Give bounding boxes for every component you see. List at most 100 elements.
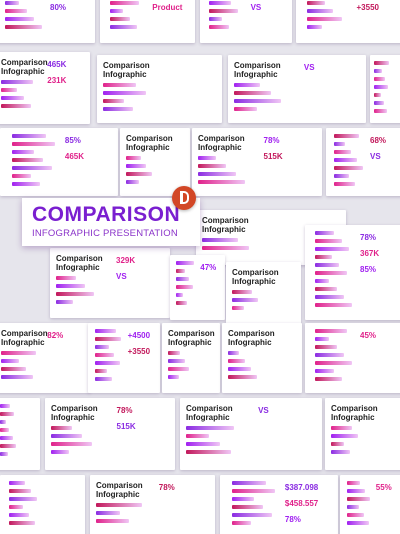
decor-bar — [95, 337, 122, 341]
decor-bar — [198, 172, 236, 176]
decor-bar — [168, 351, 181, 355]
decor-bar — [315, 271, 347, 275]
decor-bar — [0, 452, 9, 456]
slide-card: VS — [200, 0, 292, 43]
decor-bar — [334, 158, 358, 162]
decor-bar — [96, 511, 120, 515]
slide-stat: 85% — [360, 265, 377, 274]
decor-bar — [231, 513, 272, 517]
decor-bar — [95, 377, 113, 381]
decor-bar — [168, 375, 180, 379]
slide-stat: 55% — [375, 483, 392, 492]
slide-card: Comparison Infographic 78% 515K — [45, 398, 175, 470]
slide-stat: VS — [258, 406, 269, 415]
slide-card: Comparison Infographic — [325, 398, 400, 470]
slide-stat: VS — [250, 3, 262, 12]
decor-bar — [0, 428, 10, 432]
decor-bar — [11, 150, 35, 154]
decor-bar — [95, 369, 108, 373]
slide-card: 47% — [170, 255, 225, 320]
decor-bar — [126, 172, 152, 176]
decor-bar — [315, 361, 352, 365]
slide-stat: 231K — [47, 76, 67, 85]
decor-bar — [175, 269, 185, 273]
decor-bar — [232, 306, 245, 310]
slide-stat: 47% — [200, 263, 217, 272]
decor-bar — [56, 284, 85, 288]
decor-bar — [232, 290, 252, 294]
decor-bar — [1, 104, 31, 108]
banner-title: COMPARISON — [32, 203, 181, 226]
decor-bar — [315, 329, 347, 333]
decor-bar — [8, 489, 32, 493]
banner-subtitle: INFOGRAPHIC PRESENTATION — [32, 228, 178, 239]
slide-stat: +3550 — [127, 347, 151, 356]
decor-bar — [374, 85, 388, 89]
decor-bar — [109, 9, 123, 13]
decor-bar — [374, 93, 381, 97]
decor-bar — [198, 164, 226, 168]
decor-bar — [315, 279, 329, 283]
decor-bar — [126, 180, 140, 184]
slide-stat: VS — [116, 272, 127, 281]
slide-card: Comparison Infographic — [222, 323, 302, 393]
slide-stat: 82% — [47, 331, 64, 340]
decor-bar — [95, 361, 120, 365]
slide-title: Comparison Infographic — [96, 481, 143, 499]
decor-bar — [315, 345, 337, 349]
decor-bar — [175, 277, 189, 281]
slide-stat: 465K — [47, 60, 67, 69]
slide-card: 80% — [0, 0, 95, 43]
decor-bar — [315, 239, 342, 243]
decor-bar — [334, 166, 364, 170]
decor-bar — [346, 489, 366, 493]
slide-card: $387.098 $458.557 78% — [220, 475, 338, 534]
decor-bar — [234, 91, 271, 95]
decor-bar — [8, 521, 36, 525]
decor-bar — [51, 442, 92, 446]
decor-bar — [96, 519, 130, 523]
decor-bar — [175, 261, 195, 265]
decor-bar — [315, 231, 334, 235]
slide-stat: VS — [303, 63, 315, 72]
decor-bar — [374, 69, 382, 73]
decor-bar — [126, 156, 142, 160]
slide-stat: 68% — [370, 136, 387, 145]
decor-bar — [307, 9, 334, 13]
slide-title: Comparison Infographic — [232, 268, 279, 286]
slide-title: Comparison Infographic — [103, 61, 150, 79]
decor-bar — [307, 25, 323, 29]
slide-stat: $458.557 — [284, 499, 319, 508]
decor-bar — [228, 367, 252, 371]
slide-stat: +4500 — [127, 331, 151, 340]
decor-bar — [186, 442, 221, 446]
decor-bar — [126, 164, 147, 168]
decor-bar — [175, 301, 188, 305]
slide-stat: 80% — [50, 3, 67, 12]
slide-title: Comparison Infographic — [186, 404, 233, 422]
slide-card — [0, 398, 40, 470]
slide-stat: 78% — [284, 515, 301, 524]
decor-bar — [56, 300, 73, 304]
decor-bar — [103, 107, 133, 111]
decor-bar — [11, 142, 55, 146]
decor-bar — [315, 263, 339, 267]
slide-title: Comparison Infographic — [126, 134, 173, 152]
slide-title: Comparison Infographic — [51, 404, 98, 422]
slide-stat: VS — [370, 152, 381, 161]
slide-card: Comparison Infographic 465K 231K — [0, 52, 90, 124]
slide-card: Comparison Infographic VS — [180, 398, 322, 470]
slide-title: Comparison Infographic — [198, 134, 245, 152]
slide-card — [0, 475, 85, 534]
decor-bar — [186, 434, 210, 438]
decor-bar — [315, 377, 342, 381]
decor-bar — [11, 134, 47, 138]
decor-bar — [96, 503, 142, 507]
decor-bar — [0, 404, 11, 408]
slide-stat: 515K — [116, 422, 136, 431]
decor-bar — [51, 434, 83, 438]
decor-bar — [374, 101, 384, 105]
decor-bar — [315, 295, 344, 299]
decor-bar — [307, 17, 342, 21]
